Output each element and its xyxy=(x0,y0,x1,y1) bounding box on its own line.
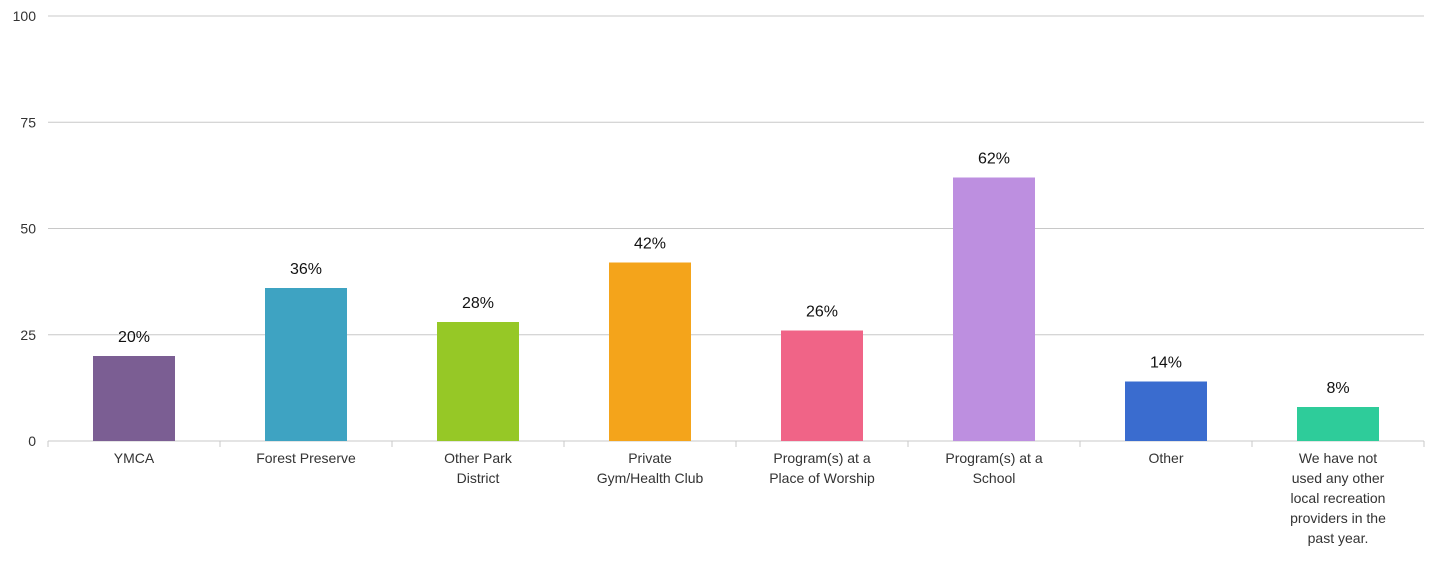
data-label: 42% xyxy=(634,236,666,253)
data-label: 8% xyxy=(1326,380,1349,397)
x-tick-label: YMCA xyxy=(114,450,155,466)
x-tick-label: Program(s) at a School xyxy=(945,450,1042,486)
y-tick-label: 50 xyxy=(20,221,36,237)
y-tick-label: 25 xyxy=(20,327,36,343)
data-label: 28% xyxy=(462,295,494,312)
x-tick-label: We have not used any other local recreatio… xyxy=(1290,450,1386,546)
x-tick-label: Forest Preserve xyxy=(256,450,356,466)
data-label: 36% xyxy=(290,261,322,278)
bar xyxy=(437,322,519,441)
bar xyxy=(781,330,863,441)
data-label: 14% xyxy=(1150,355,1182,372)
x-tick-label: Other xyxy=(1148,450,1183,466)
x-tick-label: Private Gym/Health Club xyxy=(597,450,704,486)
y-tick-label: 75 xyxy=(20,114,36,130)
x-tick-label: Other Park District xyxy=(444,450,513,486)
data-label: 26% xyxy=(806,304,838,321)
y-tick-label: 100 xyxy=(13,8,37,24)
bar xyxy=(1125,381,1207,441)
x-tick-label: Program(s) at a Place of Worship xyxy=(769,450,875,486)
data-label: 62% xyxy=(978,151,1010,168)
bar xyxy=(1297,407,1379,441)
bar xyxy=(609,262,691,441)
y-tick-label: 0 xyxy=(28,433,36,449)
bar xyxy=(953,177,1035,441)
bar xyxy=(265,288,347,441)
data-label: 20% xyxy=(118,329,150,346)
bar xyxy=(93,356,175,441)
